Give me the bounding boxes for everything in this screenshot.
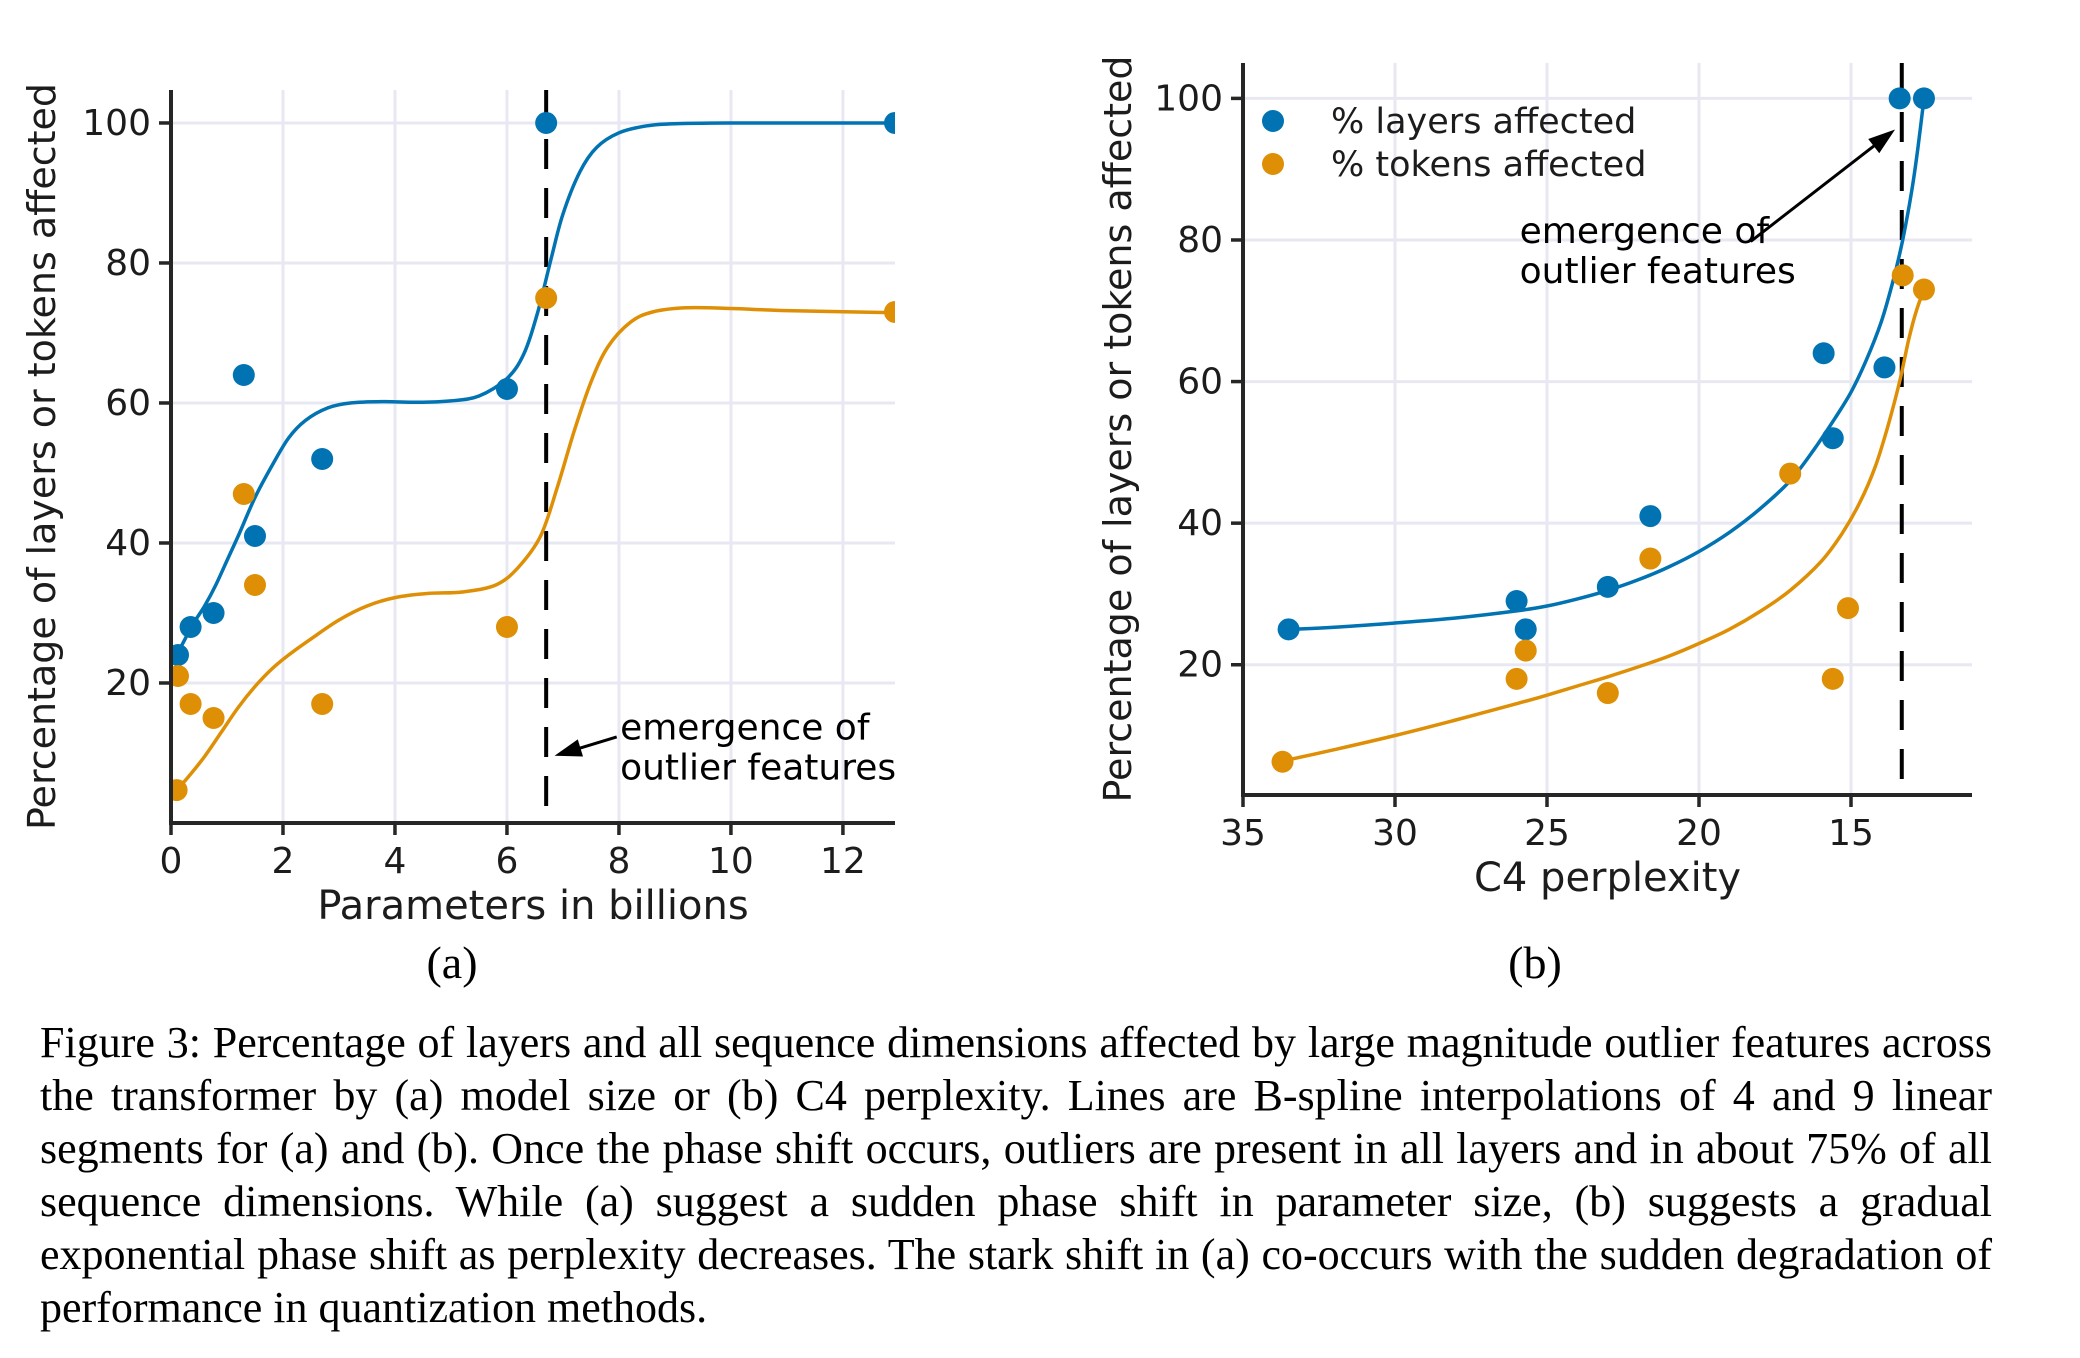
x-tick-label: 25 (1524, 813, 1570, 854)
annotation-text: emergence of (1520, 211, 1771, 252)
annotation-text: outlier features (620, 748, 896, 789)
legend-label: % layers affected (1331, 102, 1636, 142)
data-point-blue (495, 377, 518, 400)
y-axis-label: Percentage of layers or tokens affected (1096, 56, 1140, 803)
y-tick-label: 40 (105, 523, 151, 564)
data-point-blue (535, 111, 558, 134)
x-tick-label: 20 (1676, 813, 1722, 854)
spline-blue (175, 121, 895, 656)
data-point-blue (232, 363, 255, 386)
data-point-blue (1888, 87, 1911, 110)
data-point-orange (1505, 667, 1528, 690)
data-point-orange (1821, 667, 1844, 690)
annotation-arrow (1749, 139, 1881, 243)
legend-marker-blue (1262, 110, 1284, 132)
annotation-arrowhead (1868, 129, 1896, 154)
x-tick-label: 15 (1828, 813, 1874, 854)
data-point-orange (1514, 639, 1537, 662)
data-point-orange (311, 692, 334, 715)
data-point-blue (202, 601, 225, 624)
data-point-blue (884, 111, 895, 134)
data-point-orange (1596, 682, 1619, 705)
legend-marker-orange (1262, 153, 1284, 175)
panel-b-label: (b) (1508, 937, 1562, 988)
spline-orange (1279, 288, 1926, 764)
data-point-blue (171, 643, 189, 666)
x-tick-label: 35 (1220, 813, 1266, 854)
x-tick-label: 30 (1372, 813, 1418, 854)
legend-label: % tokens affected (1331, 145, 1646, 185)
data-point-orange (179, 692, 202, 715)
spline-orange (175, 305, 895, 792)
data-point-blue (1873, 356, 1896, 379)
data-point-blue (179, 615, 202, 638)
annotation-arrowhead (554, 739, 584, 757)
data-point-blue (1596, 575, 1619, 598)
data-point-orange (1836, 597, 1859, 620)
data-point-blue (1277, 618, 1300, 641)
data-point-blue (1821, 427, 1844, 450)
x-tick-label: 6 (496, 841, 519, 882)
data-point-blue (1812, 342, 1835, 365)
x-tick-label: 8 (607, 841, 630, 882)
data-point-blue (1912, 87, 1935, 110)
y-tick-label: 20 (105, 663, 151, 704)
figure-caption: Figure 3: Percentage of layers and all s… (40, 1018, 1992, 1332)
data-point-orange (1779, 462, 1802, 485)
data-point-orange (495, 615, 518, 638)
x-axis-label: Parameters in billions (317, 883, 748, 929)
annotation-text: emergence of (620, 708, 871, 749)
data-point-orange (535, 286, 558, 309)
y-axis-label: Percentage of layers or tokens affected (20, 83, 64, 830)
data-point-orange (884, 300, 895, 323)
data-point-orange (171, 664, 189, 687)
panel-a-label: (a) (426, 937, 478, 988)
y-tick-label: 100 (1154, 78, 1223, 119)
data-point-orange (1271, 750, 1294, 773)
y-tick-label: 40 (1177, 503, 1223, 544)
x-tick-label: 4 (384, 841, 407, 882)
data-point-orange (1912, 278, 1935, 301)
y-tick-label: 100 (82, 103, 151, 144)
data-point-orange (232, 482, 255, 505)
x-tick-label: 12 (820, 841, 866, 882)
data-point-blue (243, 524, 266, 547)
y-tick-label: 20 (1177, 645, 1223, 686)
data-point-blue (1639, 505, 1662, 528)
data-point-orange (1639, 547, 1662, 570)
x-tick-label: 0 (160, 841, 183, 882)
data-point-orange (202, 706, 225, 729)
data-point-blue (311, 447, 334, 470)
data-point-orange (171, 779, 188, 802)
y-tick-label: 80 (1177, 220, 1223, 261)
data-point-blue (1514, 618, 1537, 641)
y-tick-label: 60 (105, 383, 151, 424)
y-tick-label: 80 (105, 243, 151, 284)
x-tick-label: 2 (272, 841, 295, 882)
x-axis-label: C4 perplexity (1474, 855, 1741, 901)
data-point-orange (243, 573, 266, 596)
x-tick-label: 10 (708, 841, 754, 882)
data-point-blue (1505, 590, 1528, 613)
annotation-text: outlier features (1520, 251, 1796, 292)
data-point-orange (1891, 264, 1914, 287)
y-tick-label: 60 (1177, 362, 1223, 403)
